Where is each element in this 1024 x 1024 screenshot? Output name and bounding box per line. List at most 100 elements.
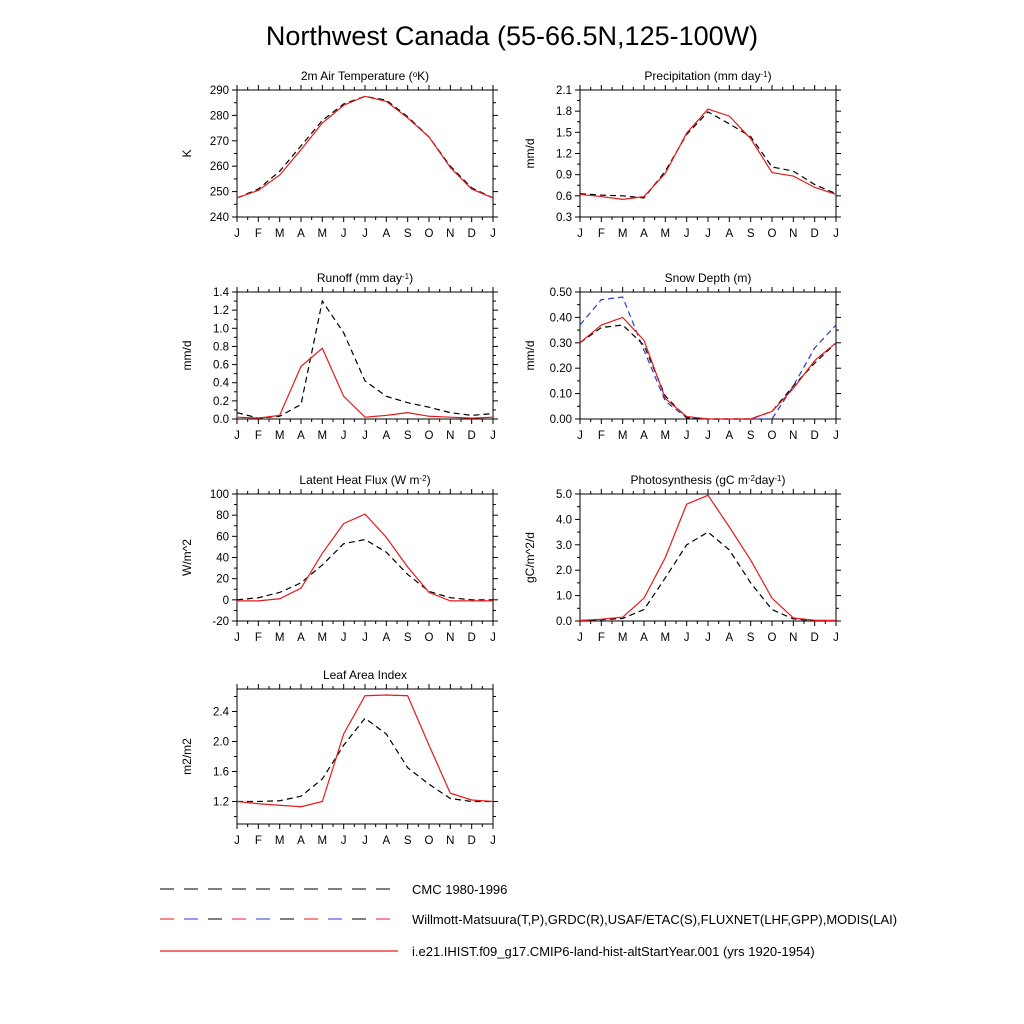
y-tick-label: 2.0 (213, 737, 229, 749)
x-tick-label: J (490, 835, 496, 847)
y-tick-label: 260 (210, 161, 229, 173)
x-tick-label: J (234, 228, 240, 240)
series-line-1 (579, 296, 837, 420)
y-axis-label: m2/m2 (180, 738, 194, 775)
x-tick-label: J (490, 632, 496, 644)
x-tick-label: F (255, 632, 262, 644)
y-tick-label: 1.8 (556, 106, 572, 118)
title-part: 2m Air Temperature ( (301, 69, 413, 83)
series-line-2 (579, 324, 837, 420)
legend-item-1: CMC 1980-1996 (160, 882, 507, 897)
panel-title: Latent Heat Flux (W m-2) (299, 473, 430, 487)
x-tick-label: F (255, 430, 262, 442)
x-tick-label: F (598, 632, 605, 644)
y-tick-label: 290 (210, 85, 229, 97)
x-tick-label: O (425, 632, 434, 644)
x-tick-label: N (446, 228, 454, 240)
y-tick-label: 40 (216, 553, 229, 565)
title-part: K) (417, 69, 429, 83)
y-axis-label: mm/d (523, 341, 537, 371)
y-axis-label: mm/d (180, 341, 194, 371)
x-tick-label: D (468, 430, 476, 442)
panel-4: J F M A M J J A S O N D J0.000.100.200.300.400.50mm/… (523, 271, 841, 442)
y-tick-label: 0.6 (556, 191, 572, 203)
x-tick-label: A (725, 228, 733, 240)
series-line-2 (236, 347, 494, 419)
x-tick-label: M (275, 430, 285, 442)
x-tick-label: A (297, 632, 305, 644)
y-axis-label: gC/m^2/d (523, 532, 537, 583)
y-axis-label: K (180, 149, 194, 157)
series-line-1 (236, 95, 494, 199)
x-tick-label: O (768, 430, 777, 442)
series-line-2 (579, 108, 837, 200)
x-tick-label: M (618, 430, 628, 442)
y-tick-label: 5.0 (556, 489, 572, 501)
title-superscript: -1 (402, 272, 410, 281)
y-tick-label: 80 (216, 510, 229, 522)
y-tick-label: -20 (212, 616, 229, 628)
x-tick-label: D (468, 835, 476, 847)
x-tick-label: M (275, 632, 285, 644)
x-tick-label: O (425, 228, 434, 240)
legend-item-3: i.e21.IHIST.f09_g17.CMIP6-land-hist-altS… (160, 944, 815, 959)
x-tick-label: M (318, 430, 328, 442)
legend-label: i.e21.IHIST.f09_g17.CMIP6-land-hist-altS… (412, 944, 815, 959)
x-tick-label: F (598, 430, 605, 442)
x-tick-label: J (362, 228, 368, 240)
x-tick-label: O (768, 228, 777, 240)
legend: CMC 1980-1996 Willmott-Matsuura(T,P),GRDC… (160, 882, 897, 959)
y-tick-label: 0.50 (550, 287, 572, 299)
x-tick-label: J (705, 430, 711, 442)
x-tick-label: M (318, 228, 328, 240)
x-tick-label: M (275, 228, 285, 240)
x-tick-label: A (382, 228, 390, 240)
x-tick-label: J (341, 228, 347, 240)
panel-title: Photosynthesis (gC m-2day-1) (631, 473, 786, 487)
x-tick-label: A (382, 430, 390, 442)
x-tick-label: M (618, 228, 628, 240)
y-tick-label: 0.8 (213, 341, 229, 353)
series-line-1 (579, 111, 837, 199)
title-superscript: o (413, 70, 418, 79)
x-tick-label: N (789, 632, 797, 644)
y-tick-label: 0.2 (213, 396, 229, 408)
y-tick-label: 240 (210, 212, 229, 224)
y-tick-label: 1.4 (213, 287, 230, 299)
y-tick-label: 2.4 (213, 707, 230, 719)
x-tick-label: J (684, 632, 690, 644)
x-tick-label: N (446, 835, 454, 847)
x-tick-label: F (598, 228, 605, 240)
y-tick-label: 0.6 (213, 360, 229, 372)
x-tick-label: M (661, 228, 671, 240)
y-tick-label: 0.0 (556, 616, 572, 628)
x-tick-label: J (490, 228, 496, 240)
plot-frame (236, 291, 494, 420)
panel-title: Precipitation (mm day-1) (644, 69, 771, 83)
x-tick-label: A (382, 632, 390, 644)
x-tick-label: M (661, 430, 671, 442)
y-tick-label: 1.2 (213, 305, 229, 317)
y-tick-label: 0.40 (550, 312, 572, 324)
y-tick-label: 0.30 (550, 338, 572, 350)
plot-frame (236, 89, 494, 218)
plot-frame (579, 493, 837, 622)
y-tick-label: 20 (216, 574, 229, 586)
x-tick-label: A (725, 632, 733, 644)
y-tick-label: 2.1 (556, 85, 572, 97)
x-tick-label: D (811, 430, 819, 442)
panel-title: Leaf Area Index (323, 668, 407, 682)
x-tick-label: J (577, 632, 583, 644)
y-tick-label: 0 (223, 595, 229, 607)
x-tick-label: J (705, 632, 711, 644)
y-tick-label: 1.6 (213, 767, 229, 779)
x-tick-label: J (341, 632, 347, 644)
y-tick-label: 0.4 (213, 378, 230, 390)
title-superscript: -1 (774, 474, 782, 483)
legend-item-2: Willmott-Matsuura(T,P),GRDC(R),USAF/ETAC… (160, 912, 897, 927)
title-part: Precipitation (mm day (644, 69, 760, 83)
x-tick-label: S (747, 430, 755, 442)
